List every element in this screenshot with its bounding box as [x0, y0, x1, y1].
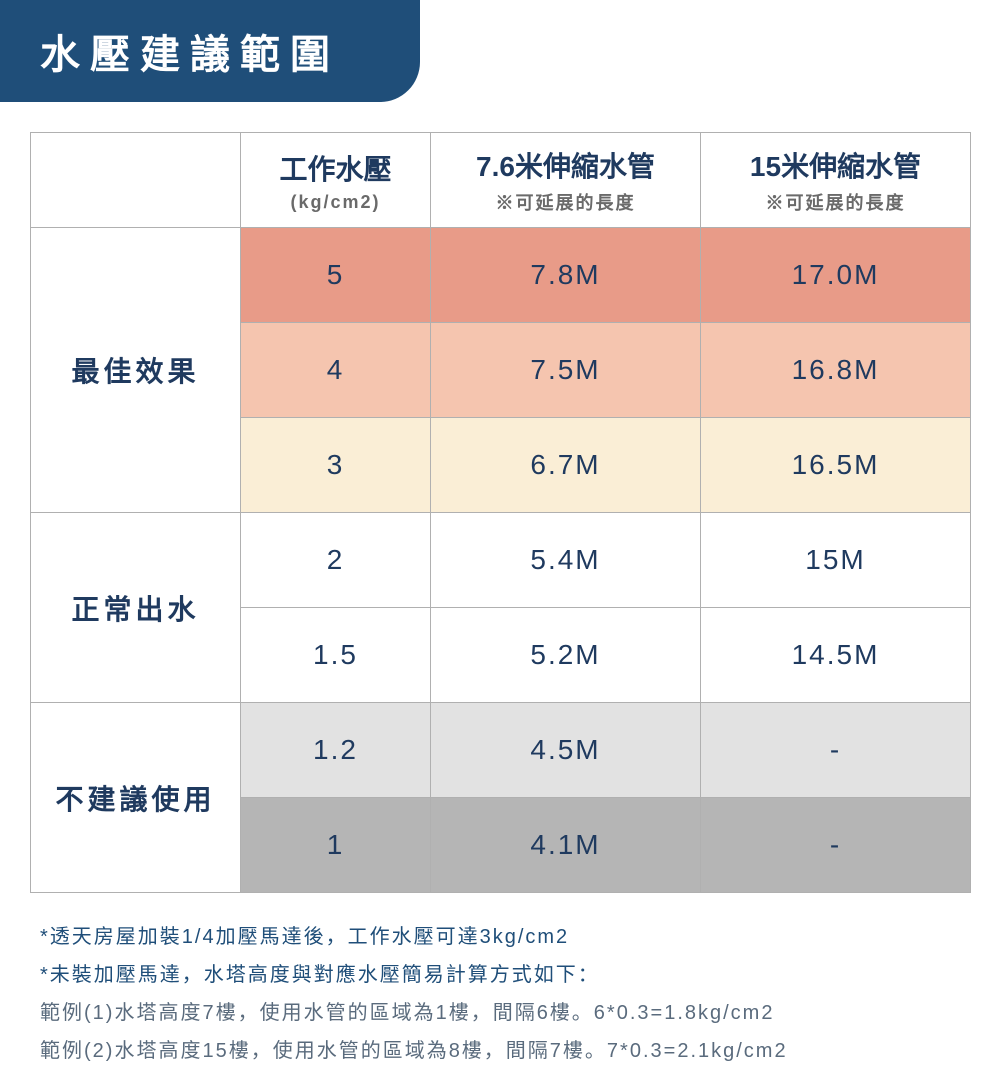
cell-len15: -	[701, 703, 971, 798]
cell-len15: 16.8M	[701, 323, 971, 418]
note-example-2: 範例(2)水塔高度15樓，使用水管的區域為8樓，間隔7樓。7*0.3=2.1kg…	[40, 1032, 960, 1070]
group-label-best: 最佳效果	[31, 228, 241, 513]
cell-len15: 14.5M	[701, 608, 971, 703]
header-row: 工作水壓 (kg/cm2) 7.6米伸縮水管 ※可延展的長度 15米伸縮水管 ※…	[31, 133, 971, 228]
header-pressure-sub: (kg/cm2)	[241, 192, 430, 213]
cell-len15: 17.0M	[701, 228, 971, 323]
pressure-table-container: 工作水壓 (kg/cm2) 7.6米伸縮水管 ※可延展的長度 15米伸縮水管 ※…	[0, 132, 1000, 893]
header-15m-main: 15米伸縮水管	[750, 151, 921, 182]
page-title: 水壓建議範圍	[0, 0, 420, 102]
header-76m: 7.6米伸縮水管 ※可延展的長度	[431, 133, 701, 228]
cell-len76: 5.4M	[431, 513, 701, 608]
cell-pressure: 3	[241, 418, 431, 513]
group-label-notrec: 不建議使用	[31, 703, 241, 893]
header-empty	[31, 133, 241, 228]
header-pressure: 工作水壓 (kg/cm2)	[241, 133, 431, 228]
cell-len76: 7.8M	[431, 228, 701, 323]
cell-len76: 7.5M	[431, 323, 701, 418]
notes-section: *透天房屋加裝1/4加壓馬達後，工作水壓可達3kg/cm2 *未裝加壓馬達，水塔…	[0, 893, 1000, 1070]
header-76m-main: 7.6米伸縮水管	[476, 151, 655, 182]
header-15m: 15米伸縮水管 ※可延展的長度	[701, 133, 971, 228]
header-pressure-main: 工作水壓	[279, 154, 391, 185]
cell-len76: 4.5M	[431, 703, 701, 798]
cell-len76: 4.1M	[431, 798, 701, 893]
cell-pressure: 1.2	[241, 703, 431, 798]
group-label-normal: 正常出水	[31, 513, 241, 703]
cell-len76: 5.2M	[431, 608, 701, 703]
cell-pressure: 5	[241, 228, 431, 323]
note-2: *未裝加壓馬達，水塔高度與對應水壓簡易計算方式如下：	[40, 956, 960, 994]
cell-len76: 6.7M	[431, 418, 701, 513]
table-row: 不建議使用 1.2 4.5M -	[31, 703, 971, 798]
note-1: *透天房屋加裝1/4加壓馬達後，工作水壓可達3kg/cm2	[40, 918, 960, 956]
cell-pressure: 1.5	[241, 608, 431, 703]
table-row: 正常出水 2 5.4M 15M	[31, 513, 971, 608]
cell-len15: -	[701, 798, 971, 893]
cell-pressure: 1	[241, 798, 431, 893]
cell-len15: 16.5M	[701, 418, 971, 513]
header-15m-sub: ※可延展的長度	[701, 189, 970, 215]
cell-pressure: 4	[241, 323, 431, 418]
pressure-table: 工作水壓 (kg/cm2) 7.6米伸縮水管 ※可延展的長度 15米伸縮水管 ※…	[30, 132, 971, 893]
table-row: 最佳效果 5 7.8M 17.0M	[31, 228, 971, 323]
cell-pressure: 2	[241, 513, 431, 608]
header-76m-sub: ※可延展的長度	[431, 189, 700, 215]
cell-len15: 15M	[701, 513, 971, 608]
